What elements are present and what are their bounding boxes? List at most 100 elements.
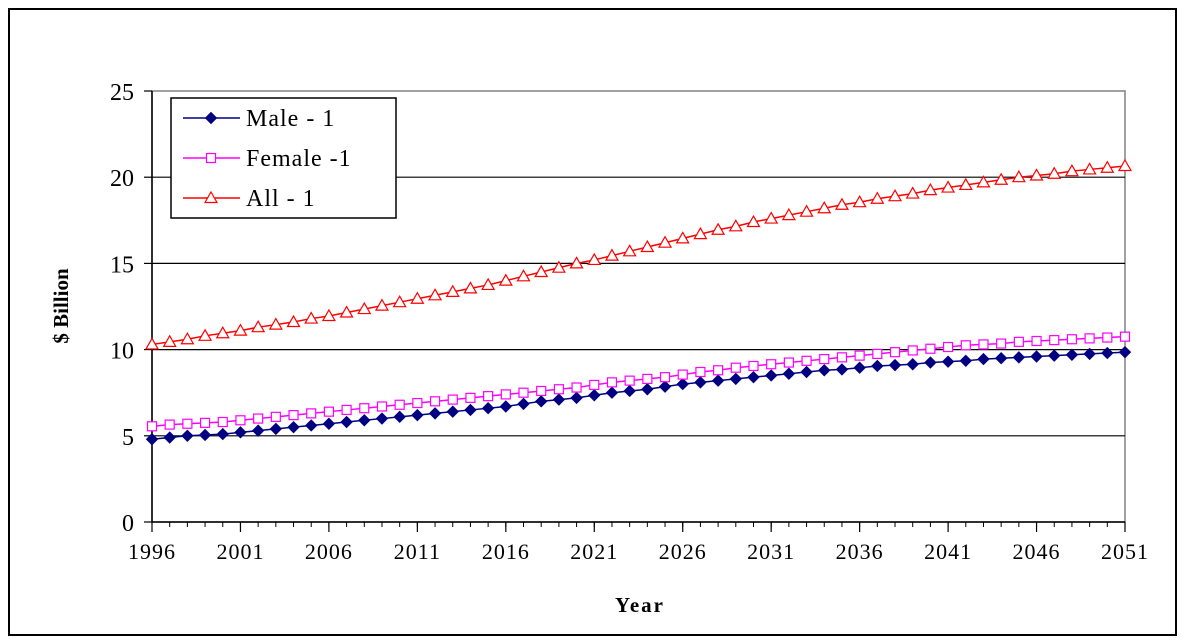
data-point bbox=[623, 384, 636, 398]
data-point bbox=[1118, 345, 1132, 359]
data-point bbox=[500, 389, 511, 400]
data-point bbox=[604, 248, 619, 261]
y-axis-label: $ Billion bbox=[49, 268, 73, 344]
data-point bbox=[394, 399, 405, 410]
data-point bbox=[446, 405, 459, 418]
data-point bbox=[376, 401, 388, 412]
data-point bbox=[516, 269, 531, 282]
data-point bbox=[941, 355, 955, 368]
data-point bbox=[1100, 160, 1115, 173]
data-point bbox=[817, 201, 832, 214]
legend-label: Male - 1 bbox=[246, 106, 335, 132]
y-tick-label: 0 bbox=[122, 511, 134, 537]
legend-label: Female -1 bbox=[246, 146, 352, 172]
data-point bbox=[799, 204, 814, 217]
data-point bbox=[1101, 346, 1114, 360]
data-point bbox=[204, 111, 218, 125]
data-point bbox=[606, 377, 618, 388]
series-1 bbox=[145, 345, 1132, 446]
data-point bbox=[499, 400, 513, 413]
legend: Male - 1 Female -1 All - 1 bbox=[170, 97, 397, 219]
x-tick-label: 2046 bbox=[1013, 539, 1061, 564]
y-tick-labels: 0 5 10 15 20 25 bbox=[110, 80, 152, 537]
x-tick-label: 2051 bbox=[1101, 539, 1149, 564]
data-point bbox=[145, 433, 159, 446]
data-point bbox=[553, 384, 564, 395]
data-point bbox=[411, 408, 424, 422]
data-point bbox=[445, 284, 460, 297]
data-point bbox=[534, 264, 549, 278]
data-point bbox=[659, 372, 671, 383]
data-point bbox=[923, 182, 938, 196]
x-tick-label: 2021 bbox=[570, 539, 618, 564]
data-point bbox=[358, 414, 371, 427]
data-point bbox=[481, 277, 496, 291]
data-point bbox=[887, 188, 903, 202]
data-point bbox=[711, 222, 726, 235]
data-point bbox=[1102, 332, 1113, 343]
legend-label: All - 1 bbox=[246, 186, 316, 212]
data-point bbox=[746, 214, 761, 228]
data-point bbox=[233, 323, 248, 336]
series-layer bbox=[144, 158, 1133, 446]
data-point bbox=[465, 392, 476, 403]
data-point bbox=[268, 317, 283, 330]
data-point bbox=[640, 239, 655, 253]
data-point bbox=[730, 362, 741, 373]
data-point bbox=[340, 415, 353, 429]
data-point bbox=[1064, 163, 1079, 177]
data-point bbox=[764, 211, 779, 224]
data-point bbox=[1012, 351, 1026, 364]
x-tick-label: 2001 bbox=[216, 539, 264, 564]
data-point bbox=[766, 359, 777, 370]
data-point bbox=[251, 424, 265, 437]
data-point bbox=[588, 389, 601, 402]
data-point bbox=[888, 358, 902, 372]
data-point bbox=[163, 431, 176, 444]
data-point bbox=[182, 418, 193, 429]
data-point bbox=[960, 340, 971, 351]
x-tick-label: 2031 bbox=[747, 539, 795, 564]
data-point bbox=[994, 172, 1009, 185]
data-point bbox=[270, 411, 281, 422]
data-point bbox=[162, 334, 177, 347]
data-point bbox=[1065, 348, 1079, 361]
data-point bbox=[412, 397, 423, 409]
x-tick-label: 2016 bbox=[482, 539, 530, 564]
data-point bbox=[729, 372, 743, 386]
data-point bbox=[906, 358, 919, 371]
data-point bbox=[977, 352, 990, 366]
data-point bbox=[517, 397, 530, 411]
data-point bbox=[428, 288, 443, 301]
data-point bbox=[711, 374, 725, 387]
data-point bbox=[605, 386, 619, 399]
data-point bbox=[905, 186, 920, 199]
data-point bbox=[676, 377, 689, 391]
data-point bbox=[551, 260, 566, 273]
data-point bbox=[253, 413, 264, 424]
data-point bbox=[286, 314, 301, 328]
data-point bbox=[235, 415, 246, 426]
data-point bbox=[1029, 168, 1044, 181]
data-point bbox=[924, 356, 937, 369]
y-tick-label: 10 bbox=[110, 339, 134, 365]
data-point bbox=[215, 326, 230, 339]
data-point bbox=[322, 417, 336, 430]
data-point bbox=[872, 348, 883, 360]
data-point bbox=[658, 380, 672, 393]
data-point bbox=[976, 175, 991, 188]
x-tick-label: 2006 bbox=[305, 539, 353, 564]
data-point bbox=[1030, 350, 1043, 363]
data-point bbox=[203, 190, 219, 204]
data-point bbox=[536, 385, 547, 397]
x-axis-label: Year bbox=[615, 593, 665, 617]
data-point bbox=[996, 338, 1007, 349]
data-point bbox=[959, 354, 972, 368]
data-point bbox=[288, 410, 299, 421]
x-tick-label: 1996 bbox=[128, 539, 176, 564]
y-tick-label: 25 bbox=[110, 80, 134, 106]
data-point bbox=[1082, 162, 1097, 175]
data-point bbox=[870, 191, 885, 204]
data-point bbox=[782, 367, 796, 380]
